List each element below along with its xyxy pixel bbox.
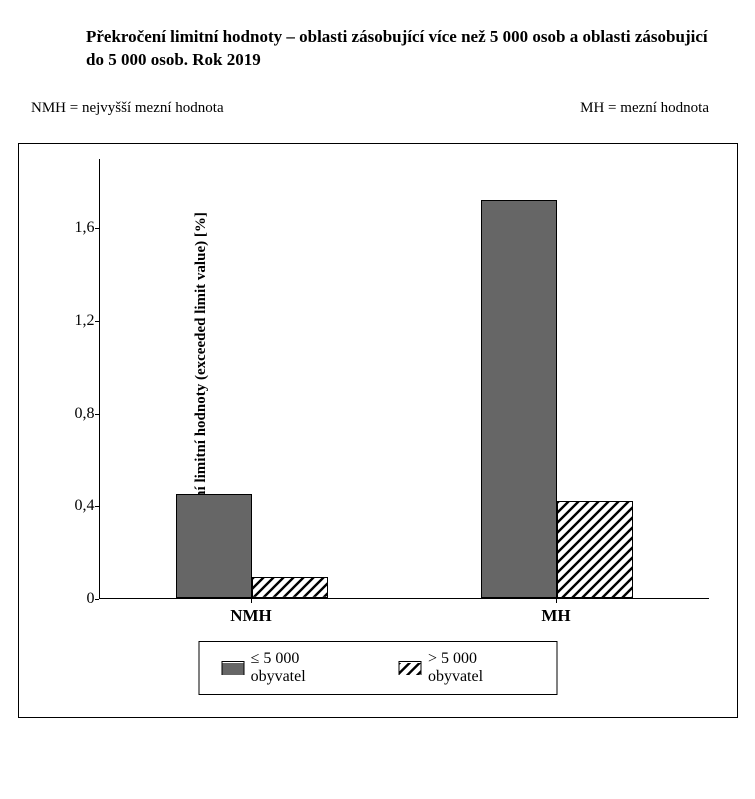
subtitle-right: MH = mezní hodnota — [580, 100, 709, 117]
xtick-mark — [251, 599, 252, 603]
ytick-label: 1,2 — [69, 312, 95, 330]
xtick-label: NMH — [230, 606, 272, 626]
legend: ≤ 5 000 obyvatel > 5 000 obyvatel — [198, 641, 557, 695]
subtitle-left: NMH = nejvyšší mezní hodnota — [31, 100, 224, 117]
ytick-label: 0 — [69, 590, 95, 608]
bar — [252, 577, 328, 598]
legend-item-1: > 5 000 obyvatel — [398, 650, 534, 686]
page-title: Překročení limitní hodnoty – oblasti zás… — [16, 26, 739, 72]
ytick-label: 0,4 — [69, 497, 95, 515]
plot-area — [99, 159, 709, 599]
bar — [176, 494, 252, 598]
legend-label-1: > 5 000 obyvatel — [428, 650, 534, 686]
legend-swatch-1 — [398, 661, 422, 675]
ytick-label: 0,8 — [69, 405, 95, 423]
bar — [557, 501, 633, 598]
ytick-mark — [95, 599, 99, 600]
chart-frame: Překročení limitní hodnoty (exceeded lim… — [18, 143, 738, 718]
bar — [481, 200, 557, 598]
legend-label-0: ≤ 5 000 obyvatel — [251, 650, 357, 686]
legend-item-0: ≤ 5 000 obyvatel — [221, 650, 356, 686]
xtick-mark — [556, 599, 557, 603]
legend-swatch-0 — [221, 661, 245, 675]
ytick-label: 1,6 — [69, 219, 95, 237]
subtitle-row: NMH = nejvyšší mezní hodnota MH = mezní … — [16, 100, 739, 117]
xtick-label: MH — [541, 606, 570, 626]
